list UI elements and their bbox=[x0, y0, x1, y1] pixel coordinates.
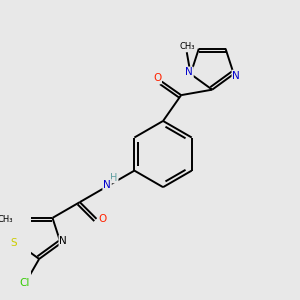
Text: N: N bbox=[232, 70, 240, 81]
Text: CH₃: CH₃ bbox=[179, 42, 194, 51]
Text: O: O bbox=[98, 214, 106, 224]
Text: N: N bbox=[59, 236, 67, 246]
Text: O: O bbox=[153, 74, 161, 83]
Text: N: N bbox=[185, 68, 193, 77]
Text: N: N bbox=[103, 180, 111, 190]
Text: S: S bbox=[11, 238, 17, 248]
Text: H: H bbox=[110, 172, 118, 182]
Text: CH₃: CH₃ bbox=[0, 215, 13, 224]
Text: Cl: Cl bbox=[19, 278, 29, 288]
